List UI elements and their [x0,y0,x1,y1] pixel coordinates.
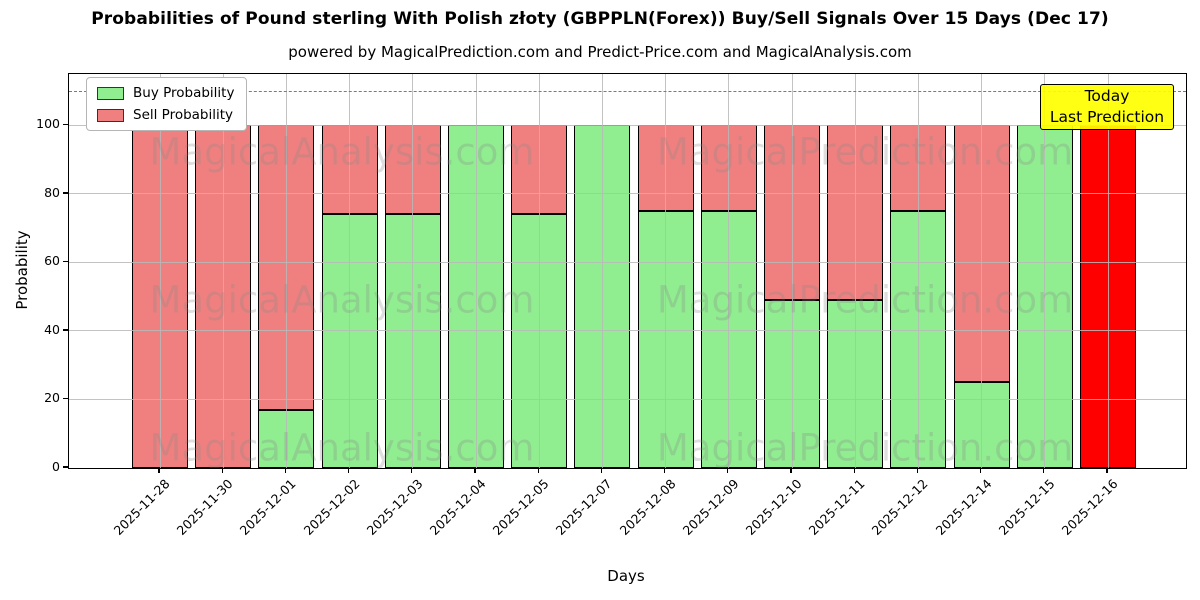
x-gridline [222,74,224,468]
y-tick-label: 100 [36,116,60,132]
chart-title: Probabilities of Pound sterling With Pol… [91,9,1109,29]
x-tick-label: 2025-12-11 [805,476,868,538]
y-tick-label: 40 [44,321,60,337]
x-tick-label: 2025-12-05 [489,476,552,538]
legend-item-sell: Sell Probability [97,107,234,123]
x-tick-label: 2025-12-14 [932,476,995,538]
x-gridline [1044,74,1046,468]
x-tick-label: 2025-12-16 [1058,476,1121,538]
x-gridline [285,74,287,468]
y-gridline [69,193,1186,195]
legend-item-buy: Buy Probability [97,85,234,101]
y-tick-label: 20 [44,390,60,406]
x-tick-label: 2025-12-08 [616,476,679,538]
x-gridline [1107,74,1109,468]
x-tick-label: 2025-11-30 [173,476,236,538]
x-tick-label: 2025-12-10 [742,476,805,538]
x-tick-label: 2025-12-09 [679,476,742,538]
legend-swatch-sell [97,108,124,122]
y-gridline [69,398,1186,400]
x-axis-title: Days [607,567,645,585]
x-tick-label: 2025-12-03 [363,476,426,538]
x-gridline [538,74,540,468]
annotation-line-last-prediction: Last Prediction [1049,108,1165,126]
x-gridline [981,74,983,468]
y-gridline [69,330,1186,332]
x-gridline [601,74,603,468]
x-tick-label: 2025-12-04 [426,476,489,538]
legend-label: Sell Probability [133,107,234,123]
legend-swatch-buy [97,86,124,100]
plot-area: MagicalAnalysis.com MagicalPrediction.com… [68,73,1187,469]
x-tick-label: 2025-12-02 [300,476,363,538]
x-gridline [854,74,856,468]
y-tick-label: 0 [52,459,60,474]
x-tick-label: 2025-12-12 [869,476,931,538]
x-gridline [791,74,793,468]
threshold-dashed-line [69,91,1186,93]
x-tick-label: 2025-12-15 [995,476,1058,538]
x-gridline [917,74,919,468]
y-gridline [69,261,1186,263]
x-tick-label: 2025-12-07 [553,476,615,538]
x-gridline [412,74,414,468]
y-axis-title: Probability [13,230,31,310]
y-gridline [69,124,1186,126]
annotation-line-today: Today [1084,87,1130,105]
x-gridline [665,74,667,468]
legend-label: Buy Probability [133,85,235,101]
legend: Buy Probability Sell Probability [86,77,248,131]
x-gridline [475,74,477,468]
today-annotation: Today Last Prediction [1040,84,1174,130]
x-tick-label: 2025-12-01 [237,476,299,538]
y-tick-label: 80 [44,184,60,200]
x-gridline [349,74,351,468]
x-gridline [159,74,161,468]
chart-subtitle: powered by MagicalPrediction.com and Pre… [288,43,912,61]
x-tick-label: 2025-11-28 [110,476,173,538]
x-gridline [728,74,730,468]
